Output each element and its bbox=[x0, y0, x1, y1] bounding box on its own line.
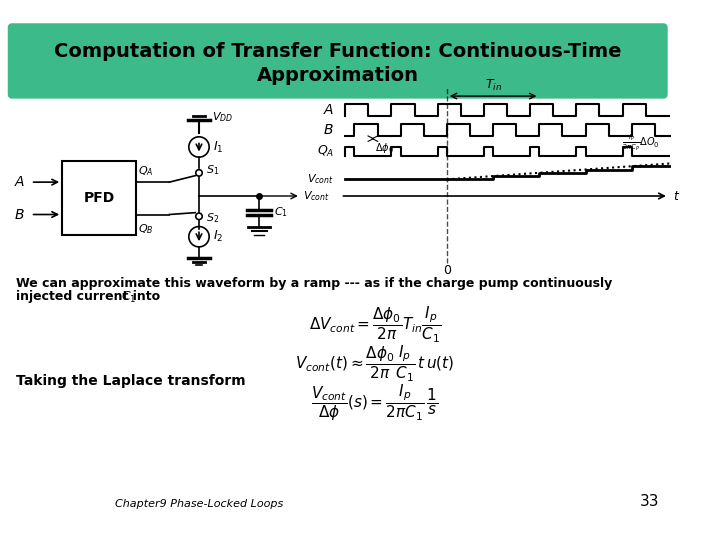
Text: $I_2$: $I_2$ bbox=[213, 229, 223, 244]
Text: 33: 33 bbox=[640, 494, 660, 509]
Text: $V_{cont}$: $V_{cont}$ bbox=[307, 172, 334, 186]
Text: injected current into: injected current into bbox=[16, 291, 164, 303]
Text: $V_{cont}(t) \approx \dfrac{\Delta\phi_0}{2\pi} \dfrac{I_p}{C_1}\,t\,u(t)$: $V_{cont}(t) \approx \dfrac{\Delta\phi_0… bbox=[295, 344, 454, 384]
Text: $\Delta\phi_0$: $\Delta\phi_0$ bbox=[374, 141, 394, 156]
Text: $S_1$: $S_1$ bbox=[207, 163, 220, 177]
Text: $S_2$: $S_2$ bbox=[207, 211, 220, 225]
Text: PFD: PFD bbox=[84, 191, 114, 205]
Text: $Q_B$: $Q_B$ bbox=[138, 222, 153, 235]
FancyBboxPatch shape bbox=[62, 161, 136, 235]
Text: $B$: $B$ bbox=[323, 123, 334, 137]
Text: $A$: $A$ bbox=[323, 103, 334, 117]
Text: $T_{in}$: $T_{in}$ bbox=[485, 78, 502, 93]
Text: $\frac{I_P}{2\pi C_P}\Delta O_0$: $\frac{I_P}{2\pi C_P}\Delta O_0$ bbox=[622, 132, 660, 152]
Text: $B$: $B$ bbox=[14, 207, 25, 221]
Text: Approximation: Approximation bbox=[257, 66, 419, 85]
Text: $C_1$: $C_1$ bbox=[274, 205, 288, 219]
Text: $\mathit{C_1}$: $\mathit{C_1}$ bbox=[121, 291, 137, 306]
Text: $A$: $A$ bbox=[14, 175, 25, 189]
Text: $V_{DD}$: $V_{DD}$ bbox=[212, 111, 233, 124]
Text: Taking the Laplace transform: Taking the Laplace transform bbox=[16, 374, 246, 388]
Text: $Q_A$: $Q_A$ bbox=[317, 144, 334, 159]
Text: $I_1$: $I_1$ bbox=[213, 139, 223, 154]
Text: 0: 0 bbox=[443, 265, 451, 278]
Text: $t$: $t$ bbox=[672, 190, 680, 202]
Text: $Q_A$: $Q_A$ bbox=[138, 164, 153, 178]
Text: We can approximate this waveform by a ramp --- as if the charge pump continuousl: We can approximate this waveform by a ra… bbox=[16, 278, 612, 291]
Text: $\dfrac{V_{cont}}{\Delta\phi}(s) = \dfrac{I_p}{2\pi C_1}\,\dfrac{1}{s}$: $\dfrac{V_{cont}}{\Delta\phi}(s) = \dfra… bbox=[311, 383, 438, 423]
FancyBboxPatch shape bbox=[9, 24, 667, 98]
Text: Computation of Transfer Function: Continuous-Time: Computation of Transfer Function: Contin… bbox=[54, 42, 621, 61]
Text: $V_{cont}$: $V_{cont}$ bbox=[302, 189, 330, 203]
Text: $\Delta V_{cont} = \dfrac{\Delta\phi_0}{2\pi} T_{in} \dfrac{I_p}{C_1}$: $\Delta V_{cont} = \dfrac{\Delta\phi_0}{… bbox=[308, 305, 441, 346]
Text: Chapter9 Phase-Locked Loops: Chapter9 Phase-Locked Loops bbox=[115, 498, 283, 509]
